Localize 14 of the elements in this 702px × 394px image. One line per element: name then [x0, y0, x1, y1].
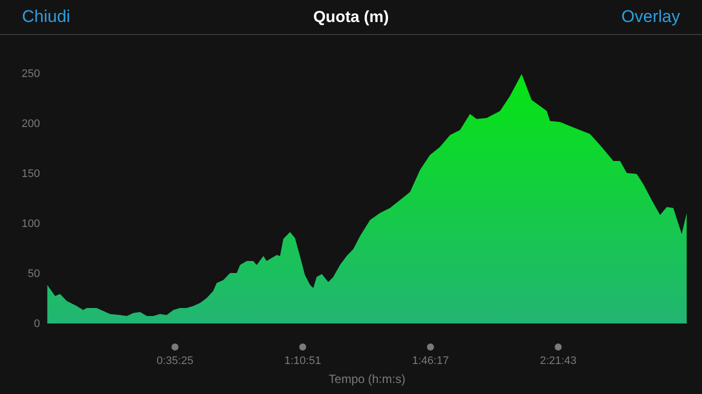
x-tick-label: 1:10:51 [284, 355, 322, 367]
x-tick-label: 0:35:25 [156, 355, 194, 367]
x-tick-label: 2:21:43 [540, 355, 577, 367]
text: Chiudi [22, 7, 70, 26]
y-tick-label: 250 [22, 68, 40, 80]
x-tick-label: 1:46:17 [412, 355, 449, 367]
y-tick-label: 200 [22, 118, 40, 130]
x-axis-title: Tempo (h:m:s) [328, 372, 406, 386]
y-tick-label: 0 [34, 318, 40, 330]
chart-title: Quota (m) [313, 9, 389, 26]
text: Overlay [621, 7, 680, 26]
y-tick-label: 100 [22, 218, 40, 230]
y-tick-label: 150 [22, 168, 40, 180]
y-tick-label: 50 [28, 268, 40, 280]
